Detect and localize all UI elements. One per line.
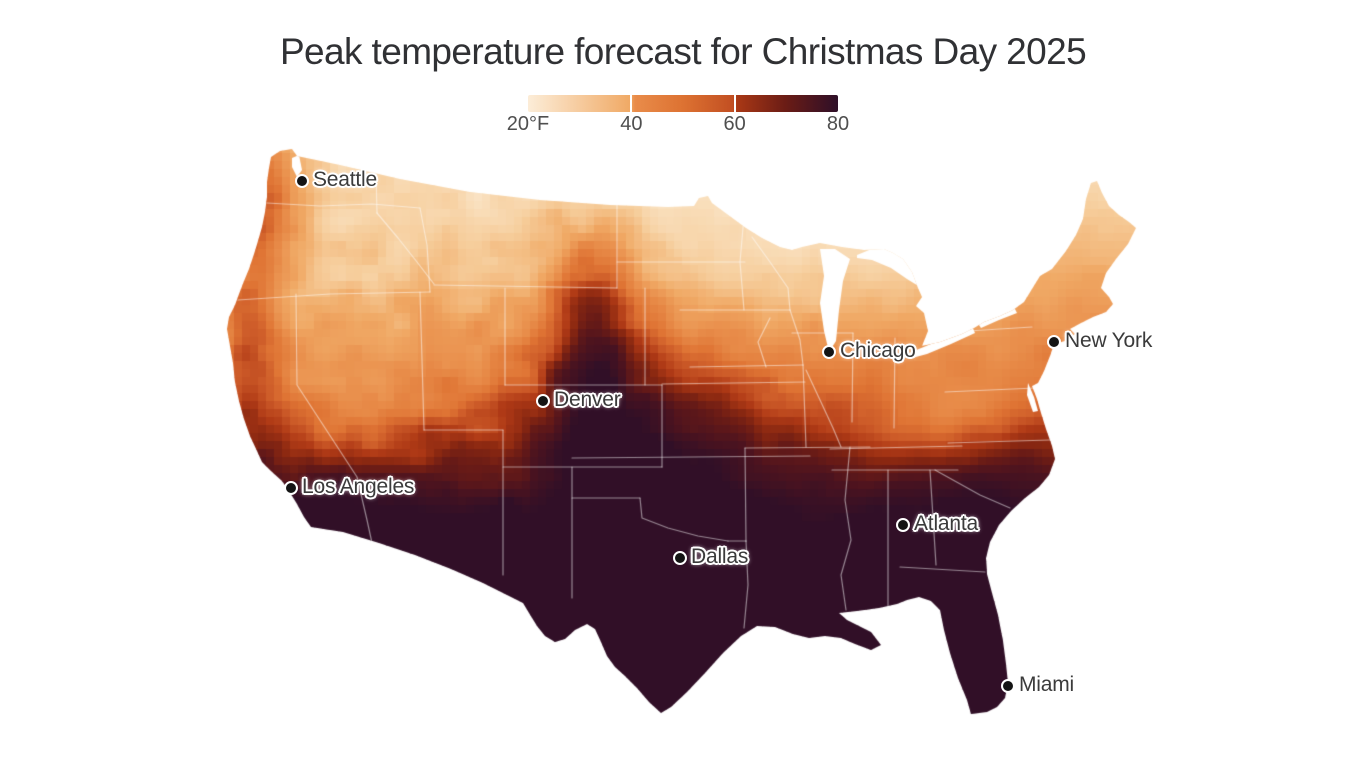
legend-tick-label: 80 (826, 113, 850, 135)
us-temperature-map (218, 145, 1150, 739)
legend-tick-label: 20°F (506, 113, 550, 135)
temperature-raster-canvas (218, 145, 1150, 739)
legend-tick-label: 40 (620, 113, 643, 135)
legend-tick-label: 60 (723, 113, 746, 135)
legend-tick-separator (733, 95, 736, 112)
color-scale-legend: 20°F 40 60 80 (507, 95, 849, 145)
legend-gradient-bar (528, 95, 838, 112)
legend-tick-separator (630, 95, 633, 112)
chart-title: Peak temperature forecast for Christmas … (279, 31, 1087, 72)
